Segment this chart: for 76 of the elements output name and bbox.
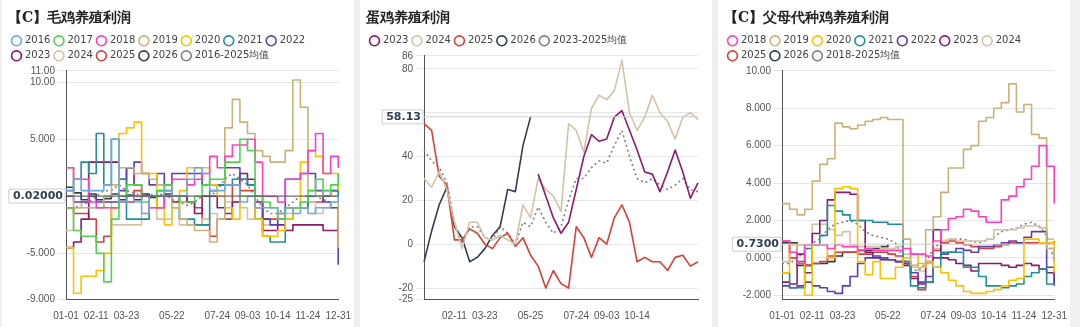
x-tick-label: 10-14	[264, 309, 291, 321]
legend-label: 2023	[25, 49, 51, 61]
y-tick-label: 8.000	[745, 101, 772, 113]
x-tick-label: 03-23	[113, 309, 140, 321]
legend-label: 2023	[383, 34, 409, 46]
x-tick-label: 10-14	[624, 309, 651, 321]
x-tick-label: 01-01	[53, 309, 80, 321]
legend-label: 2022	[910, 34, 937, 46]
legend-label: 2024	[425, 34, 451, 46]
legend-label: 2019	[783, 34, 809, 46]
x-tick-label: 05-22	[159, 309, 186, 321]
legend-label: 2025	[467, 34, 494, 46]
legend-label: 2016-2025均值	[194, 49, 270, 61]
legend-label: 2021	[237, 34, 263, 46]
y-tick-label: 6.000	[745, 139, 772, 151]
legend-label: 2023-2025均值	[552, 34, 628, 46]
legend-label: 2024	[67, 49, 93, 61]
y-tick-label: 5.000	[29, 133, 56, 145]
y-tick-label: -2.000	[742, 289, 772, 301]
x-tick-label: 11-24	[295, 309, 321, 321]
x-tick-label: 02-11	[83, 309, 110, 321]
y-tick-label: -9.000	[26, 292, 56, 304]
x-tick-label: 02-11	[799, 309, 826, 321]
legend-label: 2026	[783, 49, 809, 61]
x-tick-label: 10-14	[980, 309, 1007, 321]
legend-label: 2017	[67, 34, 93, 46]
x-tick-label: 05-25	[517, 309, 544, 321]
y-tick-label: -5.000	[26, 247, 56, 259]
y-tick-label: -25	[398, 292, 414, 304]
chart-title: 【C】毛鸡养殖利润	[8, 9, 132, 26]
x-tick-label: 03-23	[829, 309, 856, 321]
y-tick-label: 86	[401, 49, 414, 61]
legend-label: 2025	[109, 49, 136, 61]
legend-label: 2019	[152, 34, 178, 46]
y-tick-label: 2.000	[745, 214, 772, 226]
y-tick-label: 4.000	[745, 176, 772, 188]
legend-label: 2020	[825, 34, 852, 46]
y-tick-label: 40	[401, 150, 414, 162]
y-tick-label: -20	[398, 281, 414, 293]
x-tick-label: 09-03	[950, 309, 977, 321]
ref-line-label: 58.13	[386, 109, 421, 123]
y-tick-label: 10.00	[745, 64, 772, 76]
x-tick-label: 11-24	[1011, 309, 1037, 321]
x-tick-label: 09-03	[593, 309, 620, 321]
x-tick-label: 02-11	[442, 309, 468, 321]
legend-label: 2024	[995, 34, 1022, 46]
legend-label: 2020	[194, 34, 221, 46]
legend-label: 2021	[868, 34, 894, 46]
chart-title: 【C】父母代种鸡养殖利润	[724, 9, 890, 26]
legend-label: 2016	[25, 34, 51, 46]
y-tick-label: 20	[401, 194, 414, 206]
x-tick-label: 01-01	[769, 309, 796, 321]
x-tick-label: 12-31	[1041, 309, 1068, 321]
legend-label: 2018	[109, 34, 136, 46]
legend-label: 2022	[279, 34, 306, 46]
y-tick-label: 11.00	[30, 64, 56, 76]
legend-label: 2023	[953, 34, 979, 46]
legend-label: 2026	[510, 34, 536, 46]
x-tick-label: 07-24	[920, 309, 947, 321]
x-tick-label: 07-24	[204, 309, 231, 321]
legend-label: 2025	[741, 49, 767, 61]
x-tick-label: 07-24	[563, 309, 590, 321]
y-tick-label: 10.00	[29, 75, 56, 87]
x-tick-label: 03-23	[472, 309, 499, 321]
y-tick-label: 0.000	[745, 251, 772, 263]
y-tick-label: 80	[401, 62, 414, 74]
legend-label: 2018-2025均值	[825, 49, 901, 61]
x-tick-label: 09-03	[234, 309, 261, 321]
legend-label: 2026	[152, 49, 178, 61]
legend-label: 2018	[741, 34, 767, 46]
ref-line-label: 0.7300	[736, 237, 780, 251]
ref-line-label: 0.02000	[12, 188, 64, 202]
chart-title: 蛋鸡养殖利润	[365, 9, 450, 26]
x-tick-label: 12-31	[325, 309, 352, 321]
x-tick-label: 05-22	[875, 309, 902, 321]
y-tick-label: 0	[407, 237, 414, 249]
